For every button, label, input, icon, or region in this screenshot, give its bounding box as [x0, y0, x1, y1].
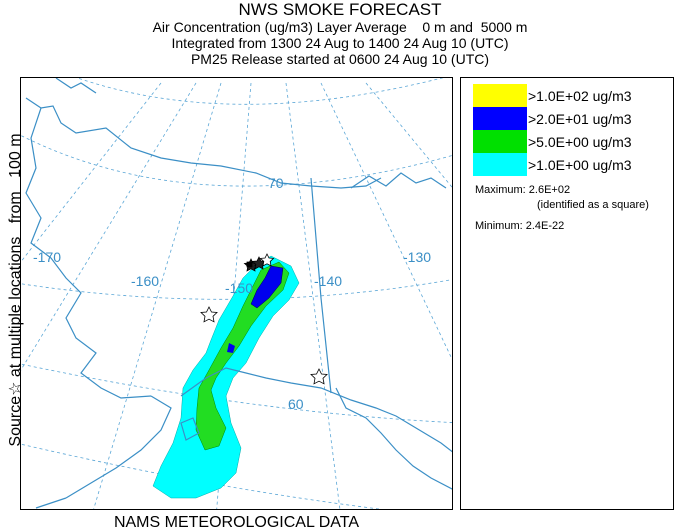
coastlines — [25, 78, 452, 509]
legend-maximum: Maximum: 2.6E+02 — [475, 184, 571, 196]
lon-label-130: -130 — [403, 249, 431, 265]
meridian-130 — [320, 82, 452, 360]
legend-swatch-blue — [473, 107, 527, 130]
meridian-170 — [21, 82, 197, 371]
lat-60-arc — [21, 363, 452, 423]
legend-label-0: >1.0E+02 ug/m3 — [528, 88, 632, 104]
lon-label-140: -140 — [314, 273, 342, 289]
coast-bristol-bay — [65, 395, 172, 499]
lat-70-arc — [21, 135, 452, 187]
source-star-2 — [310, 368, 328, 385]
map-canvas: -170 -160 -150 -140 -130 70 60 — [21, 78, 452, 509]
coast-islands — [55, 78, 97, 94]
lat-label-60: 60 — [288, 396, 304, 412]
legend-label-1: >2.0E+01 ug/m3 — [528, 111, 632, 127]
coast-west-alaska — [25, 107, 152, 399]
meteorological-data-label: NAMS METEOROLOGICAL DATA — [113, 514, 360, 531]
legend-swatch-cyan — [473, 153, 527, 176]
release-line: PM25 Release started at 0600 24 Aug 10 (… — [190, 51, 490, 67]
concentration-line: Air Concentration (ug/m3) Layer Average … — [152, 19, 528, 35]
lat-80-arc — [76, 78, 444, 105]
legend-minimum: Minimum: 2.4E-22 — [475, 220, 565, 232]
legend-label-3: >1.0E+00 ug/m3 — [528, 157, 632, 173]
coast-southeast — [335, 387, 452, 490]
source-star-cluster-3 — [259, 253, 275, 267]
lat-label-70: 70 — [268, 175, 284, 191]
plume-blue — [250, 265, 284, 309]
legend-label-2: >5.0E+00 ug/m3 — [528, 134, 632, 150]
max-square — [246, 261, 253, 268]
concentration-legend: >1.0E+02 ug/m3 >2.0E+01 ug/m3 >5.0E+00 u… — [460, 77, 674, 510]
coast-kodiak — [180, 417, 200, 441]
lon-label-170: -170 — [33, 249, 61, 265]
meridian-120 — [365, 82, 452, 188]
integration-line: Integrated from 1300 24 Aug to 1400 24 A… — [171, 35, 509, 51]
smoke-map: -170 -160 -150 -140 -130 70 60 — [20, 77, 453, 510]
title-block: NWS SMOKE FORECAST Air Concentration (ug… — [20, 0, 660, 68]
lon-label-150: -150 — [225, 280, 253, 296]
forecast-title: NWS SMOKE FORECAST — [238, 0, 442, 19]
source-star-1 — [200, 306, 218, 323]
source-markers — [200, 253, 328, 385]
coast-aleutians — [35, 497, 67, 509]
legend-maximum-note: (identified as a square) — [537, 199, 649, 211]
coast-beaufort — [350, 172, 447, 189]
coast-north-alaska — [25, 97, 382, 189]
lon-label-160: -160 — [131, 273, 159, 289]
meridian-160 — [93, 82, 222, 509]
legend-swatch-green — [473, 130, 527, 153]
legend-swatch-yellow — [473, 84, 527, 107]
plume-blue-small — [227, 343, 235, 353]
coast-gulf-alaska — [180, 367, 452, 453]
meridian-140 — [285, 82, 341, 509]
coast-canada-border — [310, 177, 332, 394]
